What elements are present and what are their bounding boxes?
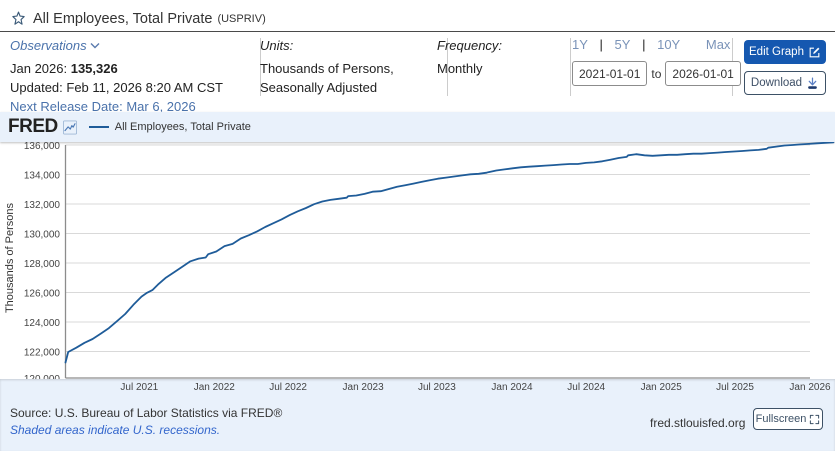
svg-text:128,000: 128,000 <box>24 259 61 270</box>
svg-text:132,000: 132,000 <box>24 200 61 211</box>
svg-text:Jan 2025: Jan 2025 <box>641 382 683 393</box>
svg-text:Jan 2026: Jan 2026 <box>789 382 831 393</box>
svg-text:Jul 2025: Jul 2025 <box>716 382 754 393</box>
svg-text:122,000: 122,000 <box>24 348 61 359</box>
svg-text:130,000: 130,000 <box>24 230 61 241</box>
svg-text:Jan 2024: Jan 2024 <box>491 382 533 393</box>
svg-text:Jul 2021: Jul 2021 <box>120 382 158 393</box>
svg-text:Jul 2023: Jul 2023 <box>418 382 456 393</box>
svg-text:Jul 2022: Jul 2022 <box>269 382 307 393</box>
svg-text:126,000: 126,000 <box>24 289 61 300</box>
svg-text:Jan 2023: Jan 2023 <box>343 382 385 393</box>
svg-text:124,000: 124,000 <box>24 318 61 329</box>
svg-text:134,000: 134,000 <box>24 171 61 182</box>
svg-text:Jul 2024: Jul 2024 <box>567 382 605 393</box>
svg-text:136,000: 136,000 <box>24 142 61 152</box>
svg-text:Jan 2022: Jan 2022 <box>194 382 236 393</box>
